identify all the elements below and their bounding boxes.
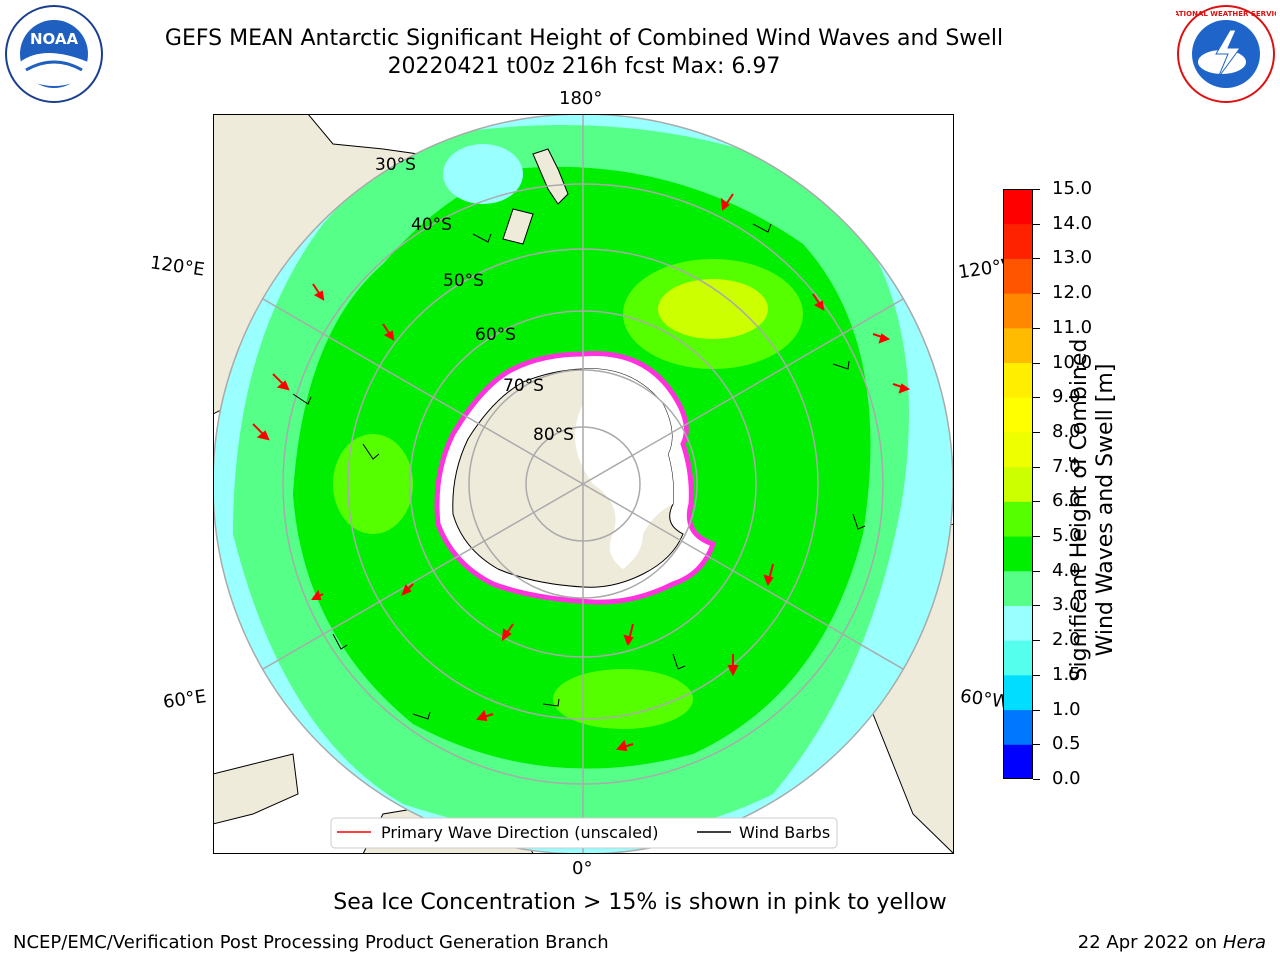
colorbar-tick-mark bbox=[1033, 779, 1040, 780]
colorbar-tick-label: 5.0 bbox=[1052, 525, 1081, 547]
wind-barbs bbox=[292, 223, 866, 720]
colorbar-tick-mark bbox=[1033, 640, 1040, 642]
noaa-logo-icon: NOAA bbox=[5, 5, 103, 103]
colorbar-tick-label: 1.0 bbox=[1052, 698, 1081, 720]
lat-label-50s: 50°S bbox=[443, 271, 484, 291]
colorbar-segment bbox=[1003, 640, 1033, 676]
colorbar-tick-label: 0.5 bbox=[1052, 733, 1081, 755]
polar-map: 30°S 40°S 50°S 60°S 70°S 80°S Primary Wa… bbox=[213, 114, 954, 854]
footer-host: Hera bbox=[1222, 932, 1266, 953]
colorbar-segment bbox=[1003, 501, 1033, 537]
colorbar-segment bbox=[1003, 189, 1033, 225]
colorbar bbox=[1003, 189, 1033, 779]
legend-wave-label: Primary Wave Direction (unscaled) bbox=[381, 823, 658, 842]
colorbar-segment bbox=[1003, 258, 1033, 294]
colorbar-tick-mark bbox=[1033, 744, 1040, 746]
sea-ice-note: Sea Ice Concentration > 15% is shown in … bbox=[333, 890, 947, 915]
antarctic-ice-sheet bbox=[575, 368, 674, 569]
colorbar-tick-label: 15.0 bbox=[1052, 178, 1093, 199]
colorbar-segment bbox=[1003, 397, 1033, 433]
colorbar-tick-label: 14.0 bbox=[1052, 212, 1093, 234]
colorbar-tick-mark bbox=[1033, 362, 1040, 364]
lat-label-40s: 40°S bbox=[411, 215, 452, 235]
colorbar-segment bbox=[1003, 605, 1033, 641]
colorbar-tick-mark bbox=[1033, 293, 1040, 295]
lon-label-180: 180° bbox=[559, 88, 603, 109]
legend-barb-label: Wind Barbs bbox=[739, 823, 830, 842]
colorbar-tick-label: 6.0 bbox=[1052, 490, 1081, 512]
colorbar-tick-label: 12.0 bbox=[1052, 282, 1093, 304]
colorbar-tick-label: 8.0 bbox=[1052, 420, 1081, 442]
lat-label-80s: 80°S bbox=[533, 425, 574, 445]
new-zealand-land bbox=[502, 148, 569, 245]
lon-label-60e: 60°E bbox=[161, 686, 208, 713]
colorbar-tick-label: 11.0 bbox=[1052, 316, 1093, 338]
lon-label-120e: 120°E bbox=[148, 252, 206, 281]
lat-label-70s: 70°S bbox=[503, 376, 544, 396]
colorbar-segment bbox=[1003, 570, 1033, 606]
colorbar-segment bbox=[1003, 293, 1033, 329]
colorbar-tick-label: 3.0 bbox=[1052, 594, 1081, 616]
chart-subtitle: 20220421 t00z 216h fcst Max: 6.97 bbox=[387, 54, 781, 79]
colorbar-tick-label: 2.0 bbox=[1052, 629, 1081, 651]
colorbar-label: Significant Height of Combined Wind Wave… bbox=[1067, 210, 1119, 810]
colorbar-tick-label: 4.0 bbox=[1052, 559, 1081, 581]
noaa-logo-text: NOAA bbox=[30, 30, 79, 48]
colorbar-tick-mark bbox=[1033, 466, 1040, 468]
colorbar-segment bbox=[1003, 709, 1033, 745]
colorbar-segment bbox=[1003, 674, 1033, 711]
colorbar-segment bbox=[1003, 536, 1033, 572]
colorbar-tick-mark bbox=[1033, 674, 1040, 676]
colorbar-tick-label: 10.0 bbox=[1052, 351, 1093, 373]
wave-direction-arrows bbox=[252, 193, 911, 752]
colorbar-label-line2: Wind Waves and Swell [m] bbox=[1093, 363, 1118, 657]
madagascar-land bbox=[213, 753, 299, 825]
footer-date: 22 Apr 2022 on Hera bbox=[1078, 932, 1266, 953]
colorbar-segment bbox=[1003, 362, 1033, 398]
colorbar-tick-label: 9.0 bbox=[1052, 386, 1081, 408]
colorbar-segment bbox=[1003, 223, 1033, 259]
colorbar-tick-label: 13.0 bbox=[1052, 247, 1093, 269]
colorbar-tick-mark bbox=[1033, 605, 1040, 607]
colorbar-tick-mark bbox=[1033, 709, 1040, 711]
field-6-7m bbox=[658, 279, 768, 339]
colorbar-tick-mark bbox=[1033, 536, 1040, 538]
footer-credit: NCEP/EMC/Verification Post Processing Pr… bbox=[13, 932, 609, 953]
map-legend-box bbox=[330, 817, 838, 849]
colorbar-segment bbox=[1003, 466, 1033, 502]
colorbar-tick-mark bbox=[1033, 397, 1040, 399]
lat-label-30s: 30°S bbox=[375, 155, 416, 175]
nws-logo-icon: NATIONAL WEATHER SERVICE bbox=[1176, 5, 1276, 103]
colorbar-segment bbox=[1003, 744, 1033, 779]
chart-title: GEFS MEAN Antarctic Significant Height o… bbox=[164, 26, 1004, 51]
colorbar-tick-mark bbox=[1033, 501, 1040, 503]
colorbar-tick-mark bbox=[1033, 223, 1040, 225]
lat-label-60s: 60°S bbox=[475, 325, 516, 345]
footer-date-text: 22 Apr 2022 on bbox=[1077, 932, 1223, 953]
nws-logo-text: NATIONAL WEATHER SERVICE bbox=[1176, 10, 1276, 18]
colorbar-tick-label: 0.0 bbox=[1052, 768, 1081, 789]
colorbar-tick-mark bbox=[1033, 327, 1040, 329]
colorbar-segment bbox=[1003, 327, 1033, 364]
colorbar-tick-mark bbox=[1033, 431, 1040, 433]
colorbar-tick-label: 1.5 bbox=[1052, 663, 1081, 685]
colorbar-tick-mark bbox=[1033, 189, 1040, 190]
lon-label-0: 0° bbox=[572, 858, 593, 879]
colorbar-label-line1: Significant Height of Combined bbox=[1067, 338, 1092, 682]
colorbar-tick-label: 7.0 bbox=[1052, 455, 1081, 477]
colorbar-tick-mark bbox=[1033, 258, 1040, 260]
colorbar-segment bbox=[1003, 431, 1033, 468]
colorbar-tick-mark bbox=[1033, 570, 1040, 572]
